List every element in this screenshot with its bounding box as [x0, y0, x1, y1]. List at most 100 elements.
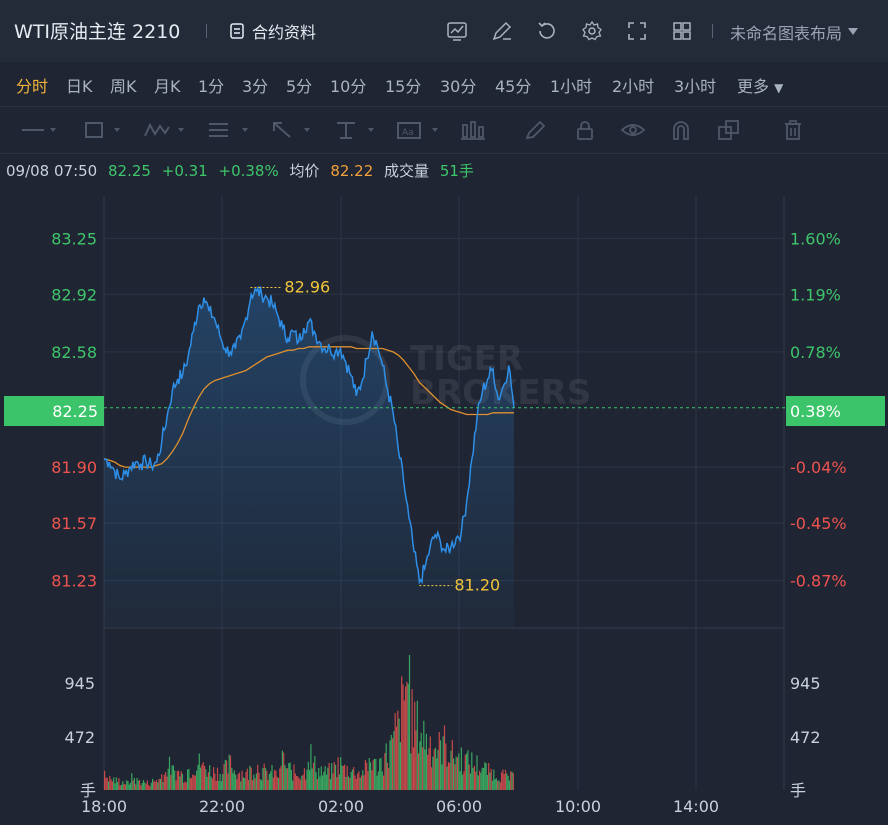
interval-tab[interactable]: 2小时 — [612, 77, 655, 96]
pen-tool-icon[interactable] — [524, 119, 548, 141]
percent-tick: 1.60% — [790, 229, 841, 248]
volume-bar — [172, 765, 174, 790]
volume-bar — [170, 774, 172, 790]
volume-bar — [383, 775, 385, 790]
volume-bar — [455, 756, 457, 790]
eye-icon[interactable] — [620, 119, 646, 141]
quote-change: +0.31 — [161, 162, 208, 180]
fib-tool-icon[interactable] — [334, 119, 378, 141]
volume-bar — [494, 779, 496, 790]
lock-icon[interactable] — [574, 119, 596, 141]
top-bar: WTI原油主连 2210 合约资料 未命名图表布局 — [0, 0, 888, 62]
volume-bar — [336, 777, 338, 790]
volume-bar — [322, 775, 324, 790]
label-tool-icon[interactable]: Aa — [396, 119, 444, 141]
volume-bar — [394, 713, 396, 790]
price-chart[interactable]: TIGER BROKERS 82.96 81.20 83.2582.9282.5… — [0, 185, 888, 825]
quote-price: 82.25 — [108, 162, 151, 180]
volume-bar — [158, 779, 160, 790]
volume-bar — [263, 763, 265, 790]
volume-bar — [463, 771, 465, 790]
volume-bar — [408, 655, 411, 790]
interval-tab[interactable]: 30分 — [440, 77, 477, 96]
volume-bar — [337, 757, 339, 790]
interval-tab[interactable]: 15分 — [385, 77, 422, 96]
refresh-icon[interactable] — [534, 18, 560, 44]
caret-down-icon — [848, 28, 859, 35]
bars-tool-icon[interactable] — [460, 119, 486, 141]
volume-bar — [405, 686, 407, 790]
volume-bar — [227, 773, 229, 790]
volume-bar — [119, 785, 121, 790]
volume-bar — [388, 768, 390, 790]
interval-tab[interactable]: 月K — [154, 77, 181, 96]
pattern-tool-icon[interactable] — [142, 119, 188, 141]
volume-bar — [327, 767, 329, 790]
volume-bar — [107, 781, 110, 790]
volume-bar — [203, 765, 206, 790]
volume-bar — [462, 774, 464, 790]
rect-tool-icon[interactable] — [82, 119, 126, 141]
volume-bar — [193, 775, 195, 790]
volume-bar — [258, 772, 260, 790]
volume-bar — [351, 769, 353, 790]
volume-bar — [275, 770, 277, 790]
grid-layout-icon[interactable] — [669, 18, 695, 44]
volume-bar — [438, 731, 440, 790]
interval-tab[interactable]: 5分 — [286, 77, 313, 96]
settings-icon[interactable] — [579, 18, 605, 44]
edit-icon[interactable] — [489, 18, 515, 44]
volume-bar — [325, 774, 328, 790]
interval-tab[interactable]: 分时 — [16, 77, 49, 96]
contract-info-button[interactable]: 合约资料 — [228, 19, 316, 43]
volume-bar — [355, 778, 357, 790]
volume-bar — [480, 772, 482, 790]
volume-bar — [471, 752, 473, 790]
percent-tick: -0.45% — [790, 514, 847, 533]
interval-tab[interactable]: 45分 — [495, 77, 532, 96]
interval-tab[interactable]: 日K — [66, 77, 93, 96]
time-tick: 18:00 — [81, 797, 127, 816]
line-tool-icon[interactable] — [20, 119, 60, 141]
volume-bar — [406, 681, 408, 790]
volume-bar — [342, 765, 344, 790]
layout-selector[interactable]: 未命名图表布局 — [730, 20, 859, 44]
volume-bar — [312, 762, 315, 790]
volume-bar — [105, 777, 107, 790]
caret-down-icon: ▼ — [774, 81, 784, 95]
interval-tab[interactable]: 1分 — [198, 77, 225, 96]
volume-bar — [218, 781, 220, 790]
volume-bar — [412, 747, 414, 790]
volume-bar — [479, 770, 481, 790]
fullscreen-icon[interactable] — [624, 18, 650, 44]
text-list-tool-icon[interactable] — [206, 119, 252, 141]
volume-bar — [506, 773, 508, 790]
interval-tab[interactable]: 周K — [110, 77, 137, 96]
copy-icon[interactable] — [716, 119, 742, 141]
volume-bar — [268, 774, 270, 790]
volume-bar — [241, 770, 243, 790]
volume-bar — [279, 768, 281, 790]
volume-bar — [299, 779, 302, 790]
volume-bar — [410, 753, 412, 790]
interval-tab[interactable]: 10分 — [330, 77, 367, 96]
interval-tab[interactable]: 3分 — [242, 77, 269, 96]
arrow-tool-icon[interactable] — [270, 119, 314, 141]
chart-line-icon[interactable] — [444, 18, 470, 44]
volume-bar — [163, 774, 165, 790]
interval-tab[interactable]: 1小时 — [550, 77, 593, 96]
volume-bar — [254, 778, 256, 790]
trash-icon[interactable] — [782, 119, 804, 141]
volume-value: 51手 — [439, 162, 474, 180]
volume-bar — [270, 771, 272, 790]
current-price-tag-text: 82.25 — [52, 402, 98, 421]
magnet-icon[interactable] — [670, 119, 692, 141]
volume-bar — [288, 763, 290, 790]
volume-bar — [468, 764, 470, 790]
interval-tab-more[interactable]: 更多 ▼ — [737, 73, 783, 97]
symbol-title[interactable]: WTI原油主连 2210 — [14, 21, 181, 43]
volume-bar — [379, 758, 381, 790]
interval-tab[interactable]: 3小时 — [674, 77, 717, 96]
volume-bar — [421, 747, 424, 790]
volume-bar — [503, 774, 505, 790]
